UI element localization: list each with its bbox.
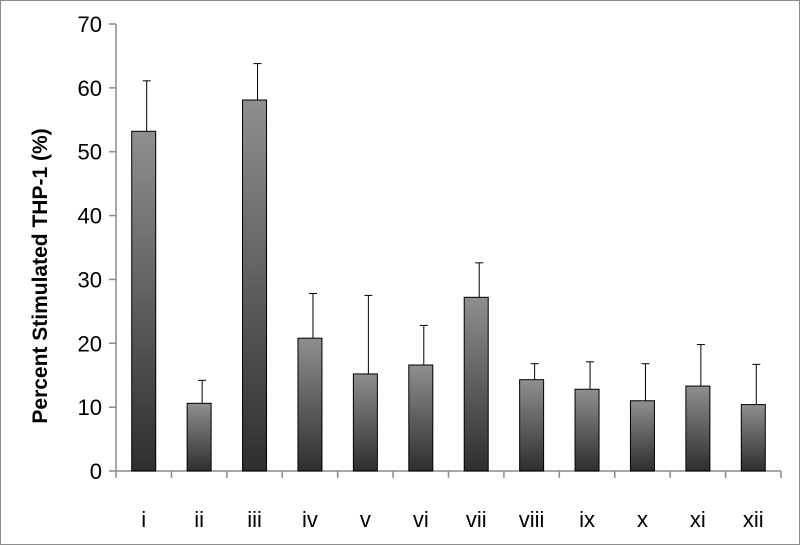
y-tick-label: 50 bbox=[78, 140, 102, 165]
x-tick-label: xi bbox=[690, 507, 706, 532]
bar-i bbox=[131, 130, 157, 472]
y-axis-title: Percent Stimulated THP-1 (%) bbox=[29, 128, 52, 423]
y-tick-label: 30 bbox=[78, 267, 102, 292]
bar-xi bbox=[685, 385, 711, 472]
x-tick-label: iii bbox=[247, 507, 262, 532]
y-tick-label: 10 bbox=[78, 395, 102, 420]
bar-ix bbox=[574, 388, 600, 472]
y-tick-label: 70 bbox=[78, 12, 102, 37]
x-tick-label: v bbox=[360, 507, 371, 532]
bar-x bbox=[629, 400, 655, 472]
x-tick-label: ix bbox=[579, 507, 595, 532]
bar-v bbox=[352, 373, 378, 472]
bar-iv bbox=[297, 337, 323, 472]
y-tick-label: 0 bbox=[90, 459, 102, 484]
bar-ii bbox=[186, 402, 212, 472]
x-tick-label: iv bbox=[302, 507, 318, 532]
y-tick-label: 60 bbox=[78, 76, 102, 101]
bar-vi bbox=[408, 364, 434, 472]
x-tick-label: xii bbox=[743, 507, 764, 532]
x-tick-label: viii bbox=[519, 507, 545, 532]
bar-xii bbox=[740, 404, 766, 472]
y-tick-label: 40 bbox=[78, 204, 102, 229]
bar-iii bbox=[242, 99, 268, 472]
y-tick-label: 20 bbox=[78, 331, 102, 356]
x-tick-label: i bbox=[141, 507, 146, 532]
x-tick-label: x bbox=[637, 507, 648, 532]
bar-vii bbox=[463, 296, 489, 472]
x-tick-label: ii bbox=[194, 507, 204, 532]
bar-viii bbox=[519, 379, 545, 472]
x-tick-label: vii bbox=[466, 507, 487, 532]
x-tick-label: vi bbox=[413, 507, 429, 532]
